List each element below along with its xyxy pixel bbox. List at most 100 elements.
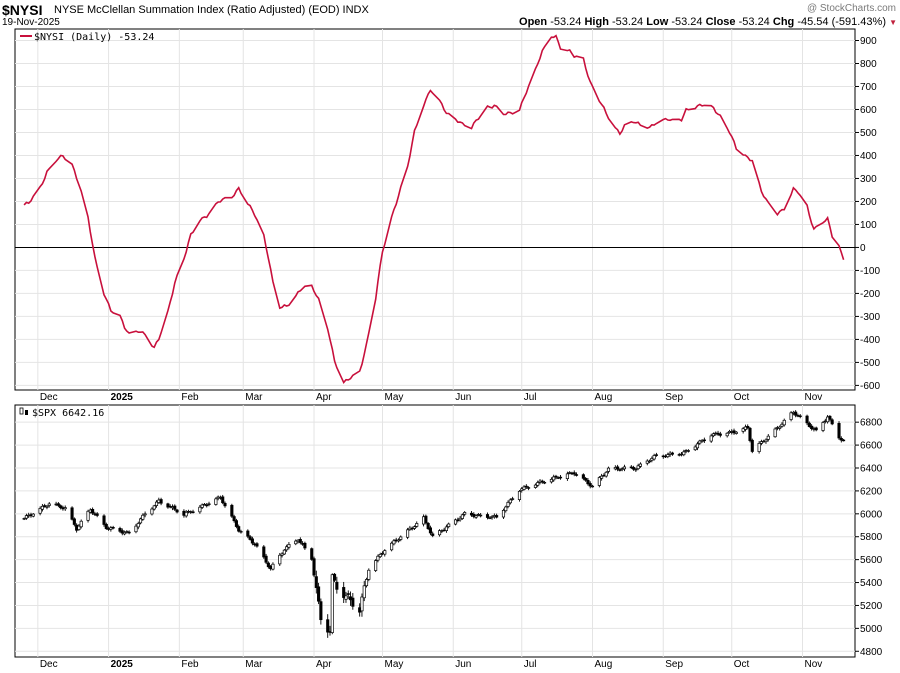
spx-candle bbox=[709, 433, 713, 443]
spx-candle bbox=[648, 459, 652, 464]
spx-candle bbox=[780, 422, 784, 428]
high-label: High bbox=[584, 16, 609, 28]
spx-candle bbox=[24, 513, 28, 520]
spx-candle bbox=[524, 484, 528, 490]
spx-candle bbox=[766, 434, 770, 442]
y-tick-label: 0 bbox=[860, 243, 866, 254]
y-tick-label: 500 bbox=[860, 128, 877, 139]
spx-candle bbox=[814, 426, 818, 432]
spx-candle bbox=[764, 438, 768, 444]
x-tick-label: Dec bbox=[40, 392, 58, 403]
spx-candle bbox=[463, 511, 467, 517]
spx-candle bbox=[271, 562, 275, 571]
spx-candle bbox=[120, 528, 124, 536]
x-tick-label: Mar bbox=[245, 659, 263, 670]
spx-candle bbox=[415, 521, 419, 528]
y-tick-label: 5400 bbox=[860, 578, 883, 589]
spx-candle bbox=[31, 513, 35, 518]
spx-candle bbox=[118, 526, 122, 533]
y-tick-label: 6800 bbox=[860, 418, 883, 429]
nysi-plot-frame bbox=[14, 28, 856, 391]
y-tick-label: 700 bbox=[860, 82, 877, 93]
spx-candle bbox=[842, 438, 846, 442]
spx-candle bbox=[830, 418, 834, 426]
nysi-legend: $NYSI (Daily) -53.24 bbox=[34, 32, 154, 43]
x-tick-label: Aug bbox=[595, 659, 613, 670]
y-tick-label: 6400 bbox=[860, 464, 883, 475]
spx-candle bbox=[406, 527, 410, 540]
x-tick-label: Jul bbox=[524, 392, 537, 403]
spx-candle bbox=[223, 501, 227, 508]
spx-gridlines bbox=[15, 405, 855, 657]
x-tick-label: Dec bbox=[40, 659, 58, 670]
x-tick-label: 2025 bbox=[111, 659, 134, 670]
spx-candle bbox=[522, 485, 526, 491]
x-tick-label: Feb bbox=[181, 659, 199, 670]
spx-candle bbox=[654, 452, 658, 457]
spx-candle bbox=[837, 421, 841, 440]
spx-candle bbox=[262, 545, 266, 559]
y-tick-label: -500 bbox=[860, 358, 880, 369]
spx-candle bbox=[476, 512, 480, 517]
y-tick-label: -100 bbox=[860, 266, 880, 277]
spx-candle bbox=[460, 513, 464, 520]
spx-candle bbox=[205, 503, 209, 508]
spx-candle bbox=[63, 505, 67, 511]
chg-label: Chg bbox=[772, 16, 795, 28]
spx-candle bbox=[298, 537, 302, 545]
spx-candle bbox=[390, 541, 394, 552]
spx-candle bbox=[495, 513, 499, 519]
spx-candle bbox=[91, 507, 95, 515]
spx-candle bbox=[508, 498, 512, 505]
x-tick-label: Oct bbox=[734, 392, 750, 403]
spx-candle bbox=[134, 523, 138, 534]
spx-candle bbox=[604, 471, 608, 478]
y-tick-label: -400 bbox=[860, 335, 880, 346]
spx-candle bbox=[207, 501, 211, 507]
spx-candle bbox=[138, 517, 143, 525]
spx-candle bbox=[40, 503, 44, 512]
spx-candle bbox=[344, 591, 348, 603]
spx-candle bbox=[136, 521, 140, 530]
y-tick-label: 6000 bbox=[860, 509, 883, 520]
spx-candle bbox=[45, 505, 49, 510]
spx-candle bbox=[237, 524, 241, 533]
chg-value: -45.54 (-591.43%) bbox=[797, 16, 886, 28]
spx-candle bbox=[246, 529, 250, 539]
spx-candle bbox=[392, 538, 396, 546]
spx-candle bbox=[47, 501, 51, 508]
x-tick-label: Apr bbox=[316, 659, 332, 670]
y-tick-label: 6200 bbox=[860, 486, 883, 497]
spx-candles bbox=[22, 410, 846, 638]
spx-candle bbox=[351, 593, 355, 610]
y-tick-label: 5800 bbox=[860, 532, 883, 543]
spx-candle bbox=[821, 420, 825, 433]
spx-candle bbox=[264, 553, 268, 565]
spx-candle bbox=[479, 512, 483, 518]
spx-candle bbox=[424, 514, 428, 525]
spx-candle bbox=[588, 481, 592, 489]
spx-candle bbox=[536, 480, 540, 488]
spx-candle bbox=[444, 524, 448, 533]
spx-candle bbox=[474, 514, 478, 519]
spx-candle bbox=[79, 519, 83, 529]
spx-candle bbox=[543, 480, 547, 485]
spx-candle bbox=[501, 508, 506, 520]
spx-candle bbox=[154, 500, 159, 508]
spx-candle bbox=[77, 524, 81, 531]
open-label: Open bbox=[519, 16, 548, 28]
spx-candle bbox=[600, 473, 604, 481]
spx-candle bbox=[234, 518, 238, 529]
y-tick-label: 6600 bbox=[860, 441, 883, 452]
spx-candle bbox=[141, 513, 145, 521]
spx-candle bbox=[191, 509, 195, 514]
spx-candle bbox=[506, 500, 510, 509]
brand-label[interactable]: @ StockCharts.com bbox=[806, 3, 896, 14]
y-tick-label: 4800 bbox=[860, 647, 883, 658]
spx-candle bbox=[552, 474, 556, 482]
spx-candle bbox=[230, 503, 234, 518]
spx-candle bbox=[303, 541, 307, 550]
spx-candle bbox=[759, 439, 763, 446]
spx-candle bbox=[782, 418, 786, 427]
